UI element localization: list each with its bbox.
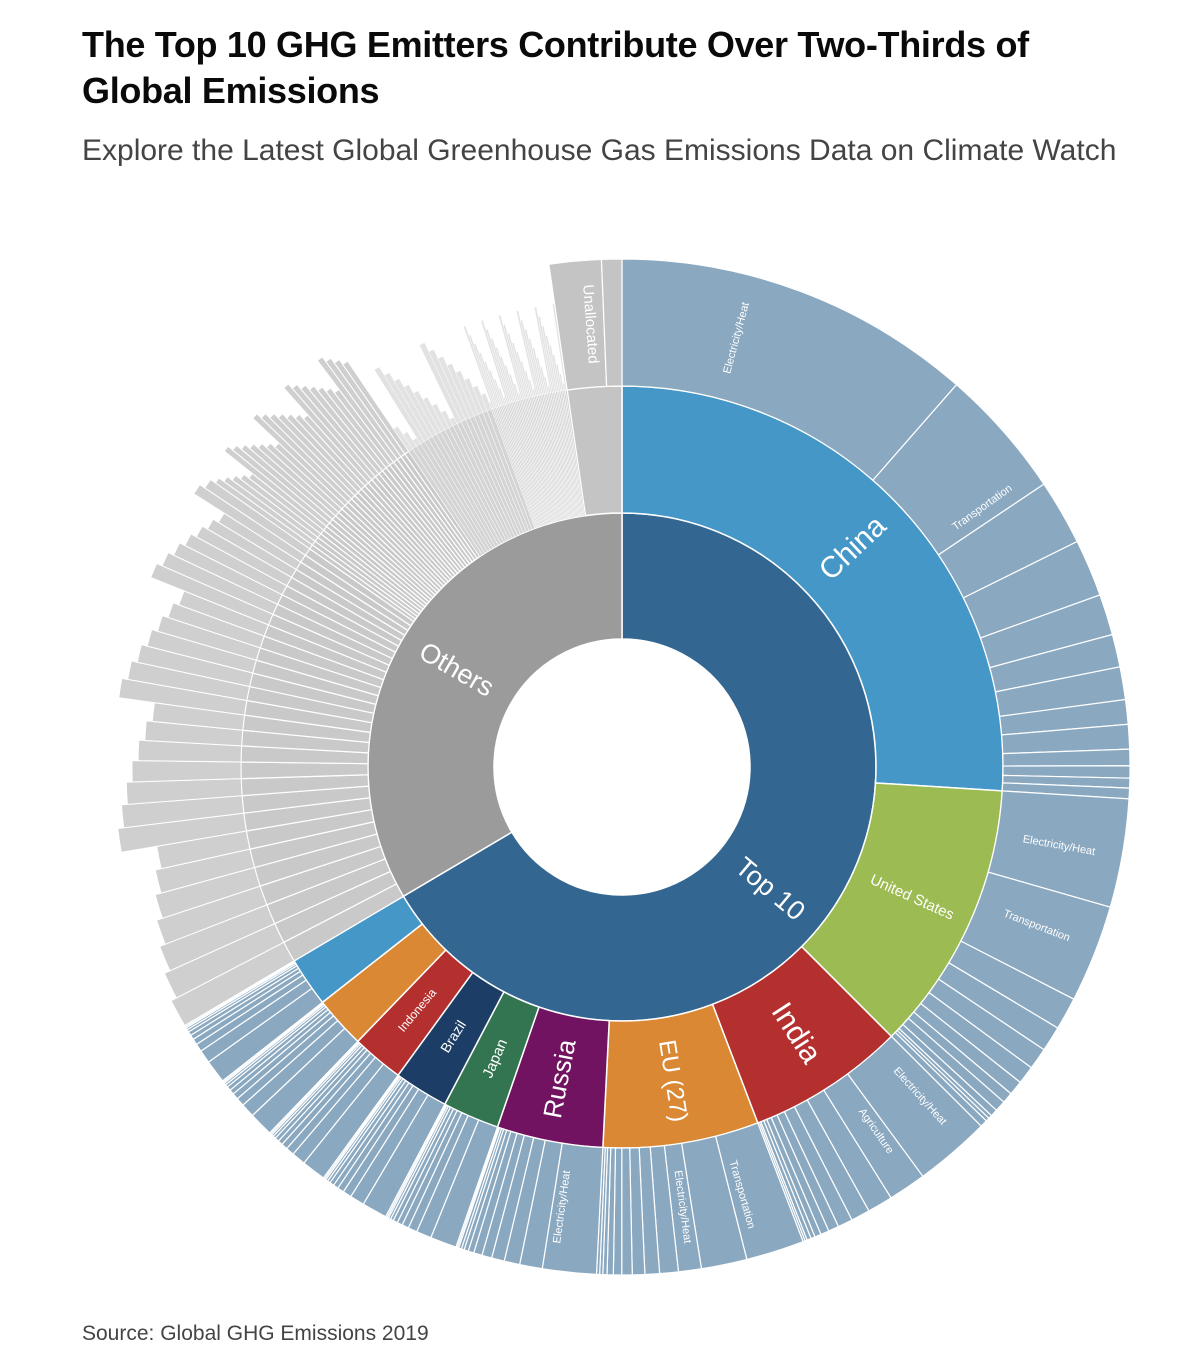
inner-ring (367, 512, 877, 1022)
chart-title: The Top 10 GHG Emitters Contribute Over … (82, 24, 1029, 111)
others-sector-segment[interactable] (131, 760, 242, 783)
middle-ring (240, 385, 1004, 1149)
unallocated-sector-segment[interactable] (600, 258, 623, 387)
outer-ring (117, 258, 1131, 1276)
sector-segment-extra[interactable] (183, 960, 296, 1028)
source-note: Source: Global GHG Emissions 2019 (82, 1322, 429, 1345)
country-label-unallocated: Unallocated (579, 284, 602, 364)
chart-subtitle: Explore the Latest Global Greenhouse Gas… (82, 134, 1117, 167)
